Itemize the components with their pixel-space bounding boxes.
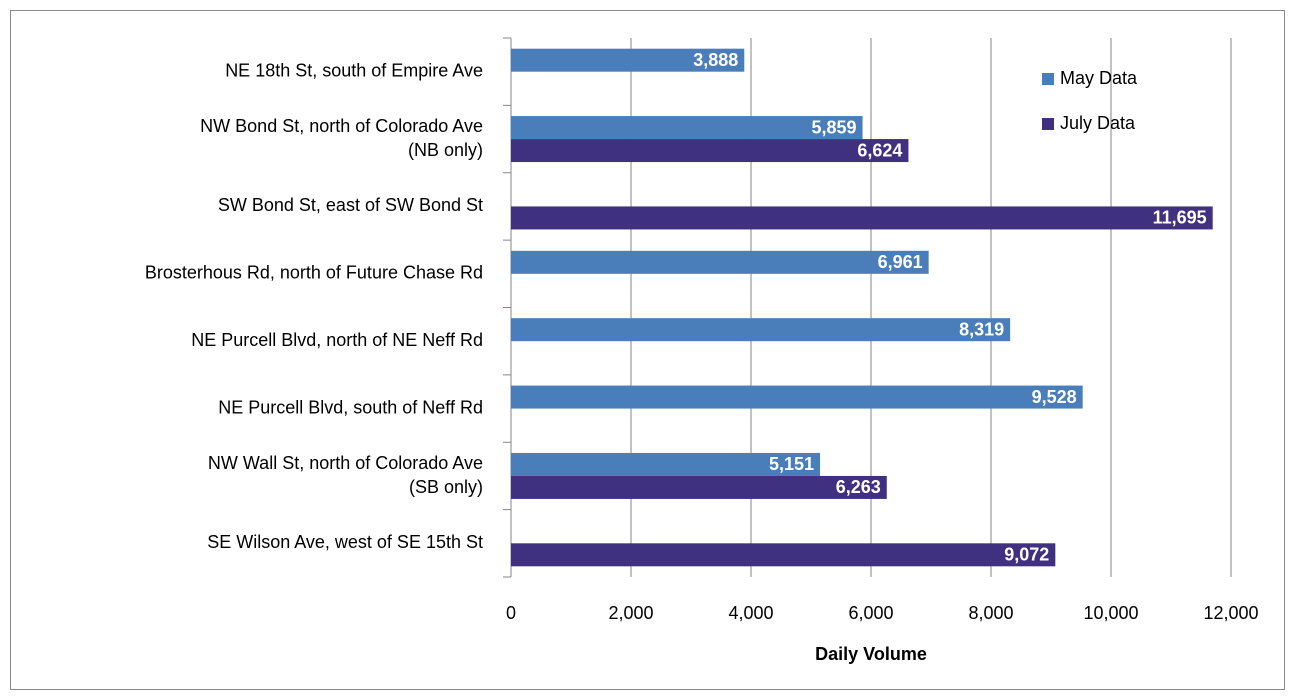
value-label: 6,961 — [878, 252, 923, 272]
x-tick-label: 0 — [506, 603, 516, 623]
x-tick-label: 8,000 — [968, 603, 1013, 623]
value-label: 6,263 — [836, 477, 881, 497]
category-label: NE 18th St, south of Empire Ave — [225, 60, 483, 80]
bar — [511, 250, 929, 274]
x-tick-label: 2,000 — [608, 603, 653, 623]
value-label: 8,319 — [959, 319, 1004, 339]
value-label: 5,151 — [769, 454, 814, 474]
x-tick-label: 6,000 — [848, 603, 893, 623]
value-label: 5,859 — [811, 117, 856, 137]
category-label: NW Wall St, north of Colorado Ave (SB onl… — [208, 453, 483, 497]
category-label: NW Bond St, north of Colorado Ave (NB onl… — [200, 116, 483, 160]
bar — [511, 475, 887, 499]
bar — [511, 318, 1011, 342]
category-label: SW Bond St, east of SW Bond St — [218, 195, 483, 215]
bar — [511, 385, 1083, 409]
legend-label: July Data — [1060, 113, 1136, 133]
legend-swatch — [1042, 118, 1054, 130]
value-label: 9,072 — [1004, 545, 1049, 565]
bar — [511, 452, 821, 476]
x-tick-label: 12,000 — [1203, 603, 1258, 623]
bar — [511, 543, 1056, 567]
bar — [511, 48, 745, 72]
category-label: NE Purcell Blvd, south of Neff Rd — [218, 397, 483, 417]
bar — [511, 139, 909, 163]
x-tick-label: 10,000 — [1083, 603, 1138, 623]
x-tick-label: 4,000 — [728, 603, 773, 623]
category-label: SE Wilson Ave, west of SE 15th St — [207, 532, 483, 552]
category-label: Brosterhous Rd, north of Future Chase Rd — [145, 263, 483, 283]
legend-swatch — [1042, 73, 1054, 85]
bar — [511, 116, 863, 140]
value-label: 9,528 — [1032, 387, 1077, 407]
bar — [511, 206, 1213, 230]
category-label: NE Purcell Blvd, north of NE Neff Rd — [191, 330, 483, 350]
value-label: 6,624 — [857, 140, 902, 160]
x-axis-label: Daily Volume — [815, 644, 927, 664]
value-label: 11,695 — [1153, 208, 1207, 228]
legend-label: May Data — [1060, 68, 1138, 88]
value-label: 3,888 — [693, 50, 738, 70]
